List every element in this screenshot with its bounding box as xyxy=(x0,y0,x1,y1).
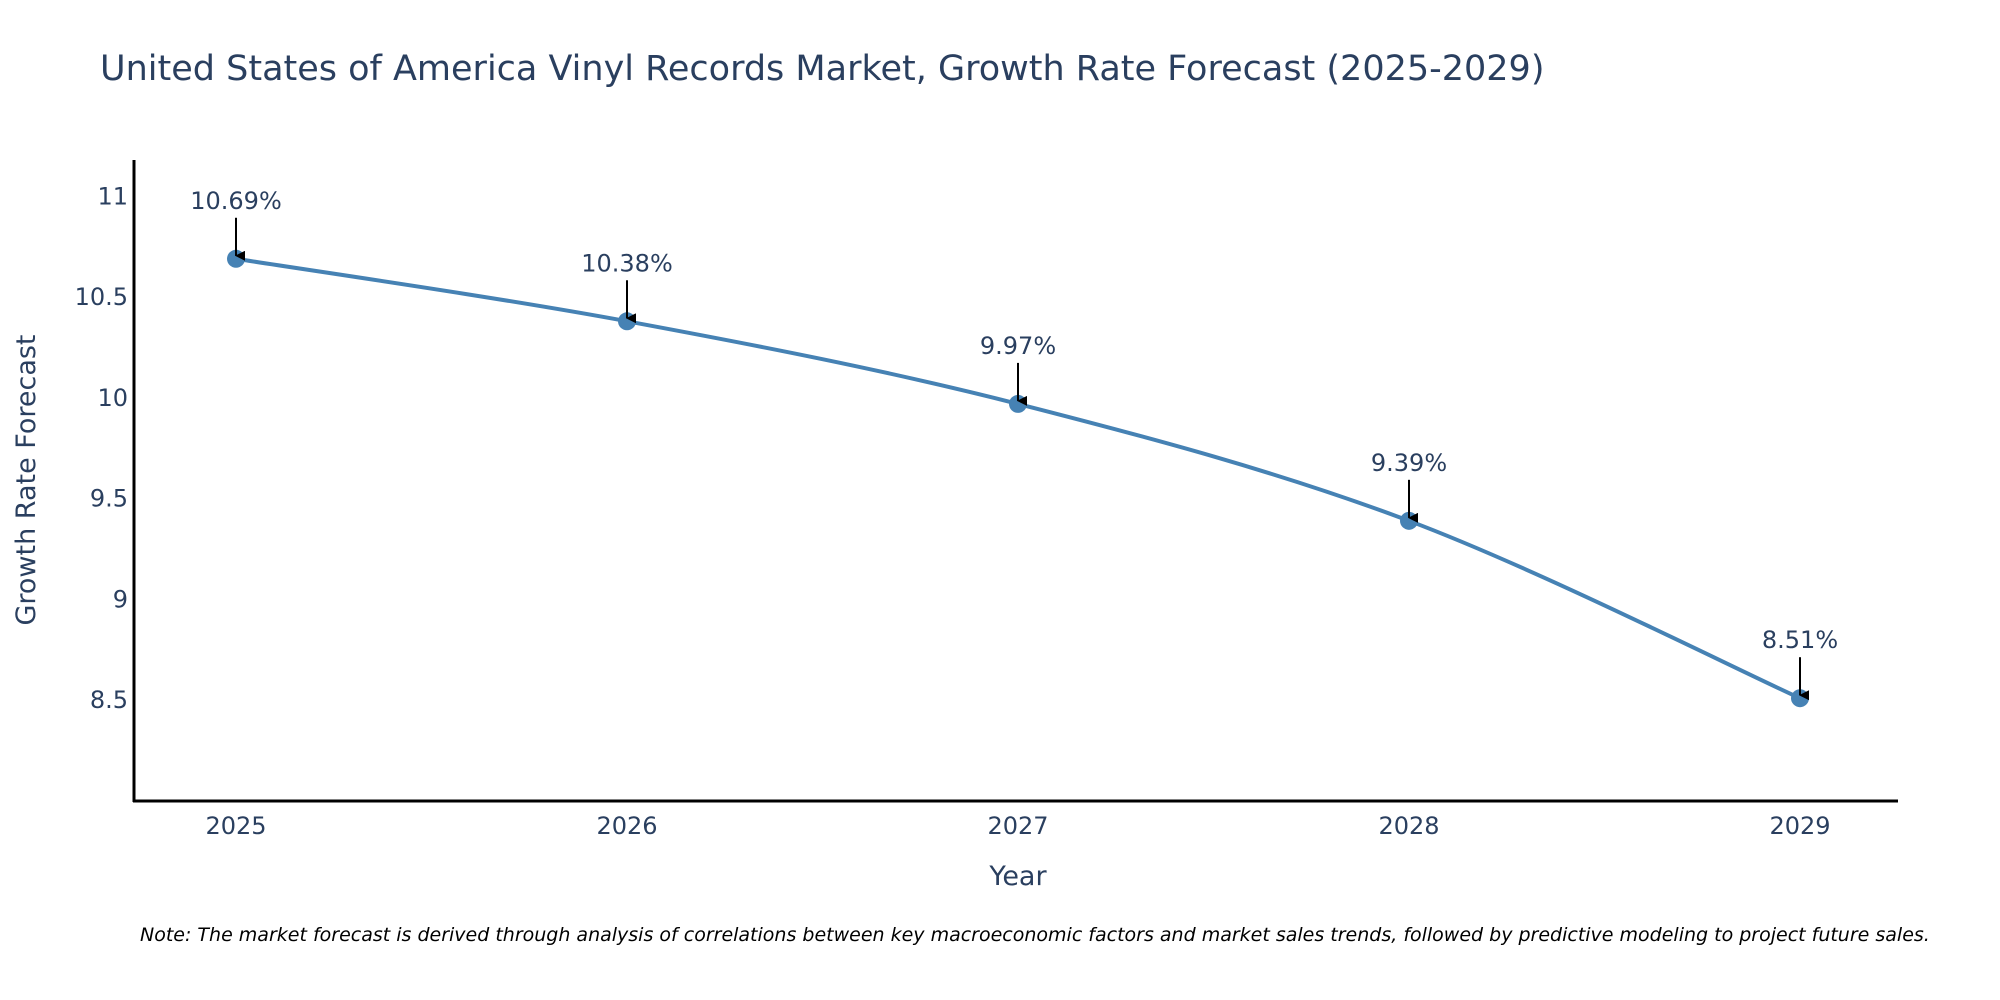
chart: United States of America Vinyl Records M… xyxy=(0,0,2000,1000)
y-tick-label: 9.5 xyxy=(90,485,128,513)
y-axis-ticks: 8.5 9 9.5 10 10.5 11 xyxy=(75,182,128,714)
x-tick-label: 2026 xyxy=(596,812,657,840)
x-axis-title: Year xyxy=(988,861,1047,892)
y-tick-label: 11 xyxy=(97,182,128,210)
footnote: Note: The market forecast is derived thr… xyxy=(140,924,1930,946)
y-tick-label: 8.5 xyxy=(90,686,128,714)
y-tick-label: 10.5 xyxy=(75,283,128,311)
chart-title: United States of America Vinyl Records M… xyxy=(100,49,1545,89)
y-tick-label: 10 xyxy=(97,384,128,412)
data-annotations: 10.69% 10.38% 9.97% 9.39% 8.51% xyxy=(190,187,1838,695)
y-axis-title: Growth Rate Forecast xyxy=(11,334,42,625)
data-label: 9.39% xyxy=(1371,449,1447,477)
data-label: 8.51% xyxy=(1762,626,1838,654)
x-tick-label: 2027 xyxy=(987,812,1048,840)
y-tick-label: 9 xyxy=(113,585,128,613)
x-tick-label: 2028 xyxy=(1378,812,1439,840)
data-label: 10.38% xyxy=(581,249,673,277)
x-tick-label: 2029 xyxy=(1769,812,1830,840)
data-label: 10.69% xyxy=(190,187,282,215)
x-tick-label: 2025 xyxy=(205,812,266,840)
x-axis-ticks: 2025 2026 2027 2028 2029 xyxy=(205,812,1830,840)
data-label: 9.97% xyxy=(980,332,1056,360)
data-markers xyxy=(227,250,1809,707)
series-line xyxy=(236,259,1800,698)
